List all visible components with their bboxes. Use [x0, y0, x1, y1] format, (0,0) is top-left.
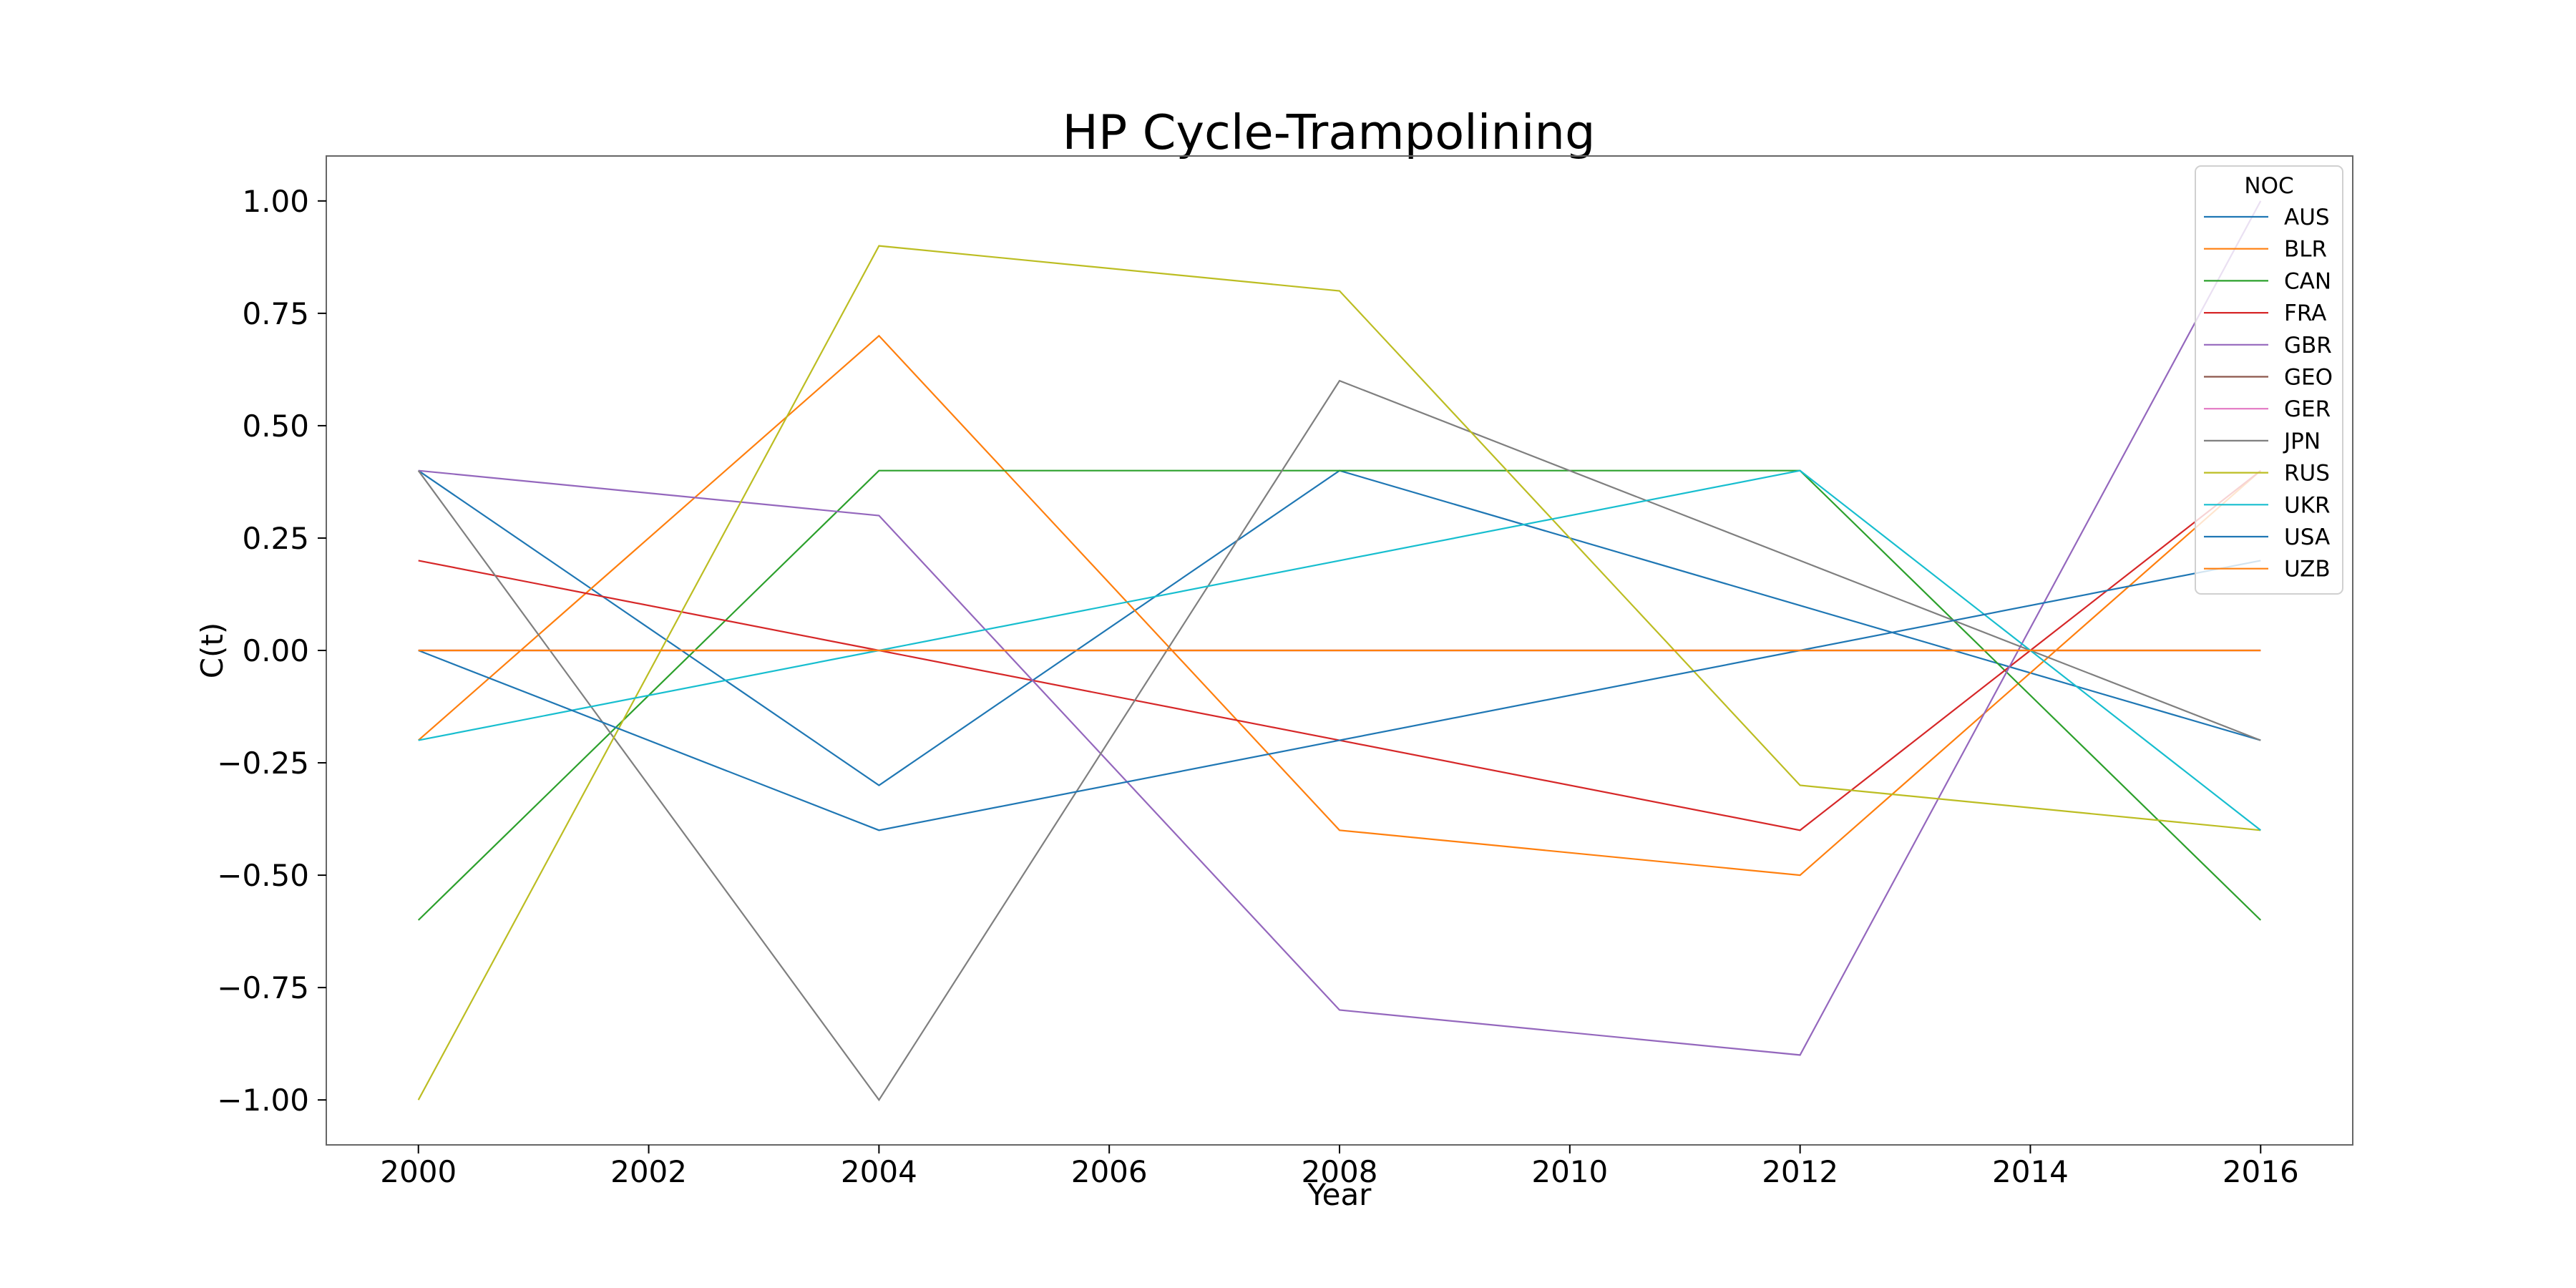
x-tick-label: 2010: [1531, 1154, 1608, 1189]
series-line-can: [417, 469, 2262, 921]
legend-label-fra: FRA: [2284, 301, 2326, 326]
y-tick-label: 0.00: [242, 633, 309, 668]
series-line-usa: [418, 560, 2261, 831]
legend-label-ger: GER: [2284, 396, 2331, 422]
x-tick-label: 2016: [2223, 1154, 2299, 1189]
y-tick-label: 0.50: [242, 409, 309, 444]
x-axis-label: Year: [1307, 1177, 1372, 1212]
legend-label-uzb: UZB: [2284, 557, 2331, 582]
legend-label-gbr: GBR: [2284, 333, 2332, 358]
series-line-aus: [418, 469, 2261, 786]
y-tick-label: 1.00: [242, 184, 309, 219]
series-line-rus: [417, 245, 2261, 1101]
y-axis-label: C(t): [195, 623, 230, 679]
y-tick-label: 0.25: [242, 521, 309, 556]
legend-title: NOC: [2244, 173, 2293, 199]
legend-box: [2195, 165, 2343, 595]
legend-label-aus: AUS: [2284, 205, 2330, 230]
legend-label-jpn: JPN: [2283, 429, 2321, 454]
legend-label-usa: USA: [2284, 525, 2330, 550]
x-tick-label: 2002: [610, 1154, 687, 1189]
chart-title: HP Cycle-Trampolining: [1063, 104, 1596, 160]
series-line-ukr: [418, 469, 2261, 831]
plot-area: [326, 155, 2353, 1146]
y-tick-label: 0.75: [242, 296, 309, 331]
series-group: [417, 200, 2262, 1102]
y-axis: 1.00 0.75 0.50 0.25 0.00 −0.25 −0.50 −0.75 −1.00: [217, 184, 326, 1118]
y-tick-label: −0.25: [217, 746, 309, 781]
x-tick-label: 2004: [841, 1154, 917, 1189]
x-tick-label: 2000: [380, 1154, 457, 1189]
x-tick-label: 2012: [1762, 1154, 1838, 1189]
y-tick-label: −0.75: [217, 970, 309, 1005]
legend-label-geo: GEO: [2284, 365, 2333, 391]
x-axis: 2000 2002 2004 2006 2008 2010 2012 2014 2016: [380, 1145, 2299, 1189]
y-tick-label: −1.00: [217, 1083, 309, 1118]
x-tick-label: 2014: [1992, 1154, 2069, 1189]
series-line-gbr: [418, 200, 2262, 1056]
legend-label-can: CAN: [2284, 268, 2331, 294]
legend-items: AUS BLR CAN FRA GBR GEO GER JPN RUS UKR USA UZB: [2204, 205, 2333, 582]
legend: NOC AUS BLR CAN FRA GBR GEO GER JPN RUS UKR USA UZB: [2195, 165, 2343, 595]
y-tick-label: −0.50: [217, 858, 309, 893]
series-line-blr: [417, 334, 2262, 877]
legend-label-rus: RUS: [2284, 461, 2330, 487]
legend-label-blr: BLR: [2284, 237, 2327, 263]
x-tick-label: 2008: [1302, 1154, 1378, 1189]
legend-label-ukr: UKR: [2284, 492, 2331, 518]
x-tick-label: 2006: [1071, 1154, 1148, 1189]
